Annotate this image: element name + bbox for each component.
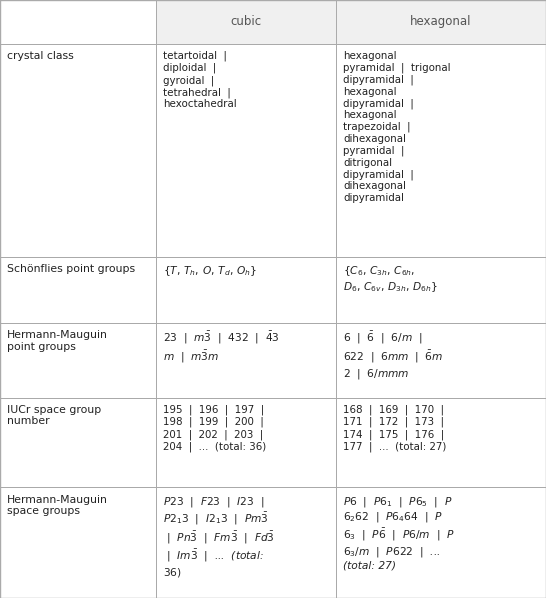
Bar: [156, 398, 336, 487]
Bar: [0, 257, 156, 323]
Text: $\{T,\, T_h,\, O,\, T_d,\, O_h\}$: $\{T,\, T_h,\, O,\, T_d,\, O_h\}$: [163, 264, 257, 278]
Bar: [156, 257, 336, 323]
Text: $\{C_6,\, C_{3h},\, C_{6h},$
$D_6,\, C_{6v},\, D_{3h},\, D_{6h}\}$: $\{C_6,\, C_{3h},\, C_{6h},$ $D_6,\, C_{…: [343, 264, 438, 294]
Bar: [336, 257, 546, 323]
Bar: [336, 398, 546, 487]
Bar: [336, 487, 546, 598]
Bar: [156, 487, 336, 598]
Text: cubic: cubic: [230, 16, 262, 28]
Bar: [0, 398, 156, 487]
Bar: [156, 0, 336, 44]
Bar: [336, 323, 546, 398]
Text: $P6$  |  $P6_1$  |  $P6_5$  |  $P$
$6_262$  |  $P6_464$  |  $P$
$6_3$  |  $P\bar: $P6$ | $P6_1$ | $P6_5$ | $P$ $6_262$ | $…: [343, 495, 455, 570]
Text: hexagonal: hexagonal: [410, 16, 472, 28]
Bar: [336, 44, 546, 257]
Text: $6$  |  $\bar{6}$  |  $6/m$  |
$622$  |  $6mm$  |  $\bar{6}m$
$2$  |  $6/mmm$: $6$ | $\bar{6}$ | $6/m$ | $622$ | $6mm$ …: [343, 330, 443, 380]
Bar: [0, 487, 156, 598]
Text: 195  |  196  |  197  |
198  |  199  |  200  |
201  |  202  |  203  |
204  |  ...: 195 | 196 | 197 | 198 | 199 | 200 | 201 …: [163, 405, 266, 451]
Text: crystal class: crystal class: [7, 51, 74, 61]
Text: 168  |  169  |  170  |
171  |  172  |  173  |
174  |  175  |  176  |
177  |  ...: 168 | 169 | 170 | 171 | 172 | 173 | 174 …: [343, 405, 446, 451]
Bar: [0, 44, 156, 257]
Bar: [156, 44, 336, 257]
Text: tetartoidal  |
diploidal  |
gyroidal  |
tetrahedral  |
hexoctahedral: tetartoidal | diploidal | gyroidal | tet…: [163, 51, 236, 109]
Text: $P23$  |  $F23$  |  $I23$  |
$P2_13$  |  $I2_13$  |  $Pm\bar{3}$
 |  $Pn\bar{3}$: $P23$ | $F23$ | $I23$ | $P2_13$ | $I2_13…: [163, 495, 275, 579]
Bar: [336, 0, 546, 44]
Text: $23$  |  $m\bar{3}$  |  $432$  |  $\bar{4}3$
$m$  |  $m\bar{3}m$: $23$ | $m\bar{3}$ | $432$ | $\bar{4}3$ $…: [163, 330, 280, 365]
Text: Schönflies point groups: Schönflies point groups: [7, 264, 135, 274]
Bar: [156, 323, 336, 398]
Bar: [0, 0, 156, 44]
Text: Hermann-Mauguin
space groups: Hermann-Mauguin space groups: [7, 495, 108, 516]
Bar: [0, 323, 156, 398]
Text: hexagonal
pyramidal  |  trigonal
dipyramidal  |
hexagonal
dipyramidal  |
hexagon: hexagonal pyramidal | trigonal dipyramid…: [343, 51, 450, 203]
Text: Hermann-Mauguin
point groups: Hermann-Mauguin point groups: [7, 330, 108, 352]
Text: IUCr space group
number: IUCr space group number: [7, 405, 102, 426]
